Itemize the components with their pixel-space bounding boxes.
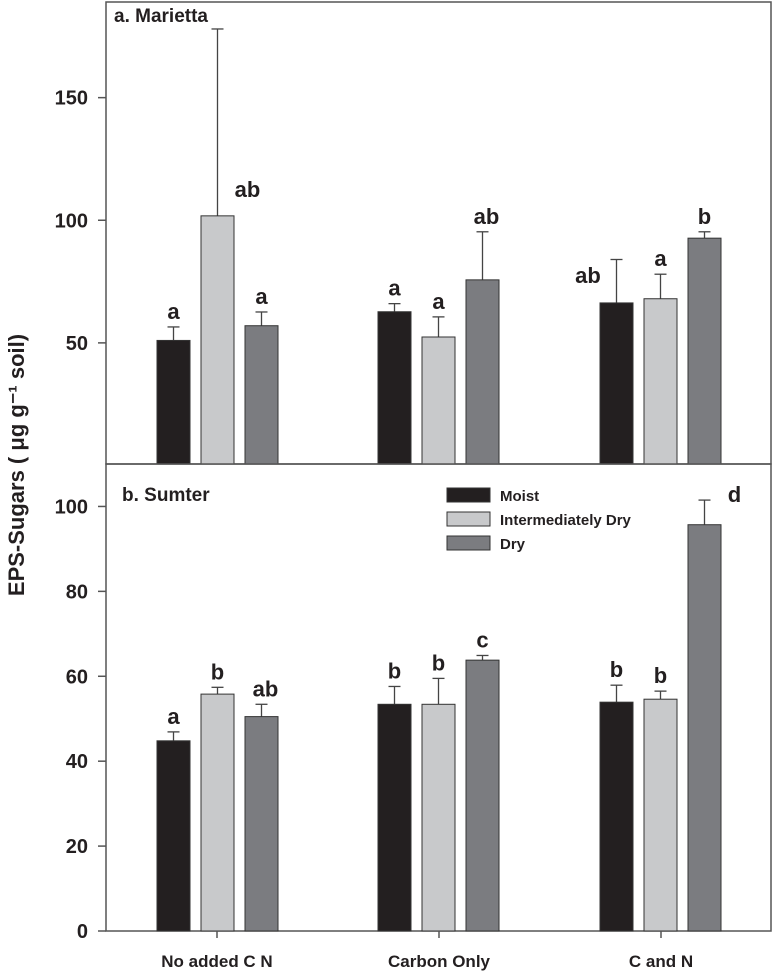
y-tick-label: 80 xyxy=(66,581,88,603)
panel-b-title: b. Sumter xyxy=(122,485,210,506)
y-tick-label: 40 xyxy=(66,751,88,773)
bar xyxy=(156,740,191,932)
panel-a-title: a. Marietta xyxy=(114,6,208,27)
bar xyxy=(421,336,456,465)
legend-label: Intermediately Dry xyxy=(500,512,632,529)
y-tick-label: 150 xyxy=(55,88,88,110)
y-tick-label: 100 xyxy=(55,496,88,518)
bar xyxy=(377,703,412,932)
significance-letter: a xyxy=(654,246,667,271)
bar xyxy=(687,237,722,465)
x-tick-label: No added C N xyxy=(161,952,272,971)
bar xyxy=(156,339,191,465)
significance-letter: ab xyxy=(253,676,279,701)
bar xyxy=(599,701,634,932)
significance-letter: b xyxy=(698,204,711,229)
significance-letter: b xyxy=(211,659,224,684)
significance-letter: ab xyxy=(575,263,601,288)
significance-letter: d xyxy=(728,482,741,507)
x-tick-label: C and N xyxy=(629,952,693,971)
y-tick-label: 60 xyxy=(66,666,88,688)
y-tick-label: 50 xyxy=(66,333,88,355)
significance-letter: b xyxy=(432,650,445,675)
significance-letter: a xyxy=(167,299,180,324)
bar xyxy=(643,298,678,465)
legend-label: Moist xyxy=(500,488,539,505)
bar xyxy=(200,693,235,932)
y-tick-label: 100 xyxy=(55,210,88,232)
significance-letter: b xyxy=(388,658,401,683)
bar xyxy=(200,215,235,465)
legend-swatch xyxy=(446,535,491,551)
bar xyxy=(465,659,500,932)
legend-swatch xyxy=(446,511,491,527)
legend-label: Dry xyxy=(500,536,526,553)
bar xyxy=(687,524,722,932)
bar xyxy=(377,311,412,465)
significance-letter: c xyxy=(476,627,488,652)
significance-letter: a xyxy=(255,284,268,309)
bar xyxy=(421,703,456,932)
significance-letter: a xyxy=(167,704,180,729)
significance-letter: b xyxy=(654,663,667,688)
bar xyxy=(465,279,500,465)
y-tick-label: 20 xyxy=(66,836,88,858)
y-tick-label: 0 xyxy=(77,921,88,943)
bar xyxy=(643,698,678,932)
significance-letter: a xyxy=(388,276,401,301)
bar xyxy=(244,716,279,932)
legend-swatch xyxy=(446,487,491,503)
significance-letter: b xyxy=(610,657,623,682)
bar xyxy=(244,325,279,465)
significance-letter: a xyxy=(432,289,445,314)
significance-letter: ab xyxy=(235,177,261,202)
y-axis-label: EPS-Sugars ( μg g⁻¹ soil) xyxy=(4,334,29,596)
significance-letter: ab xyxy=(474,204,500,229)
x-tick-label: Carbon Only xyxy=(388,952,491,971)
bar xyxy=(599,302,634,465)
